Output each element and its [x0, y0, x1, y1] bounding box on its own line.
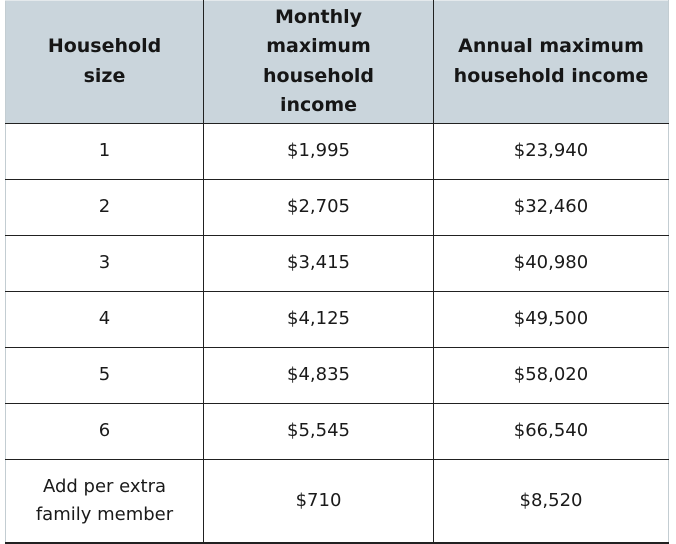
column-header-monthly-maximum-income: Monthly maximum household income — [203, 0, 434, 124]
cell-annual-maximum: $32,460 — [433, 178, 669, 236]
cell-household-size: 1 — [5, 122, 204, 180]
table-row-household-1: 1 $1,995 $23,940 — [5, 122, 669, 180]
cell-annual-maximum: $49,500 — [433, 290, 669, 348]
table-row-household-2: 2 $2,705 $32,460 — [5, 178, 669, 236]
cell-household-size: Add per extra family member — [5, 458, 204, 544]
cell-monthly-maximum: $2,705 — [203, 178, 434, 236]
cell-annual-maximum: $8,520 — [433, 458, 669, 544]
table-row-extra-family-member: Add per extra family member $710 $8,520 — [5, 458, 669, 544]
column-header-annual-maximum-income: Annual maximum household income — [433, 0, 669, 124]
cell-monthly-maximum: $710 — [203, 458, 434, 544]
table-header-row: Household size Monthly maximum household… — [5, 0, 669, 124]
cell-household-size: 5 — [5, 346, 204, 404]
column-header-household-size: Household size — [5, 0, 204, 124]
table-row-household-3: 3 $3,415 $40,980 — [5, 234, 669, 292]
income-limits-table: Household size Monthly maximum household… — [5, 0, 669, 544]
cell-household-size: 3 — [5, 234, 204, 292]
cell-household-size: 4 — [5, 290, 204, 348]
table-row-household-6: 6 $5,545 $66,540 — [5, 402, 669, 460]
table-row-household-4: 4 $4,125 $49,500 — [5, 290, 669, 348]
cell-monthly-maximum: $4,125 — [203, 290, 434, 348]
cell-household-size: 2 — [5, 178, 204, 236]
cell-annual-maximum: $58,020 — [433, 346, 669, 404]
cell-monthly-maximum: $4,835 — [203, 346, 434, 404]
cell-annual-maximum: $23,940 — [433, 122, 669, 180]
cell-annual-maximum: $40,980 — [433, 234, 669, 292]
cell-monthly-maximum: $1,995 — [203, 122, 434, 180]
cell-monthly-maximum: $5,545 — [203, 402, 434, 460]
cell-household-size: 6 — [5, 402, 204, 460]
cell-annual-maximum: $66,540 — [433, 402, 669, 460]
cell-monthly-maximum: $3,415 — [203, 234, 434, 292]
table-row-household-5: 5 $4,835 $58,020 — [5, 346, 669, 404]
